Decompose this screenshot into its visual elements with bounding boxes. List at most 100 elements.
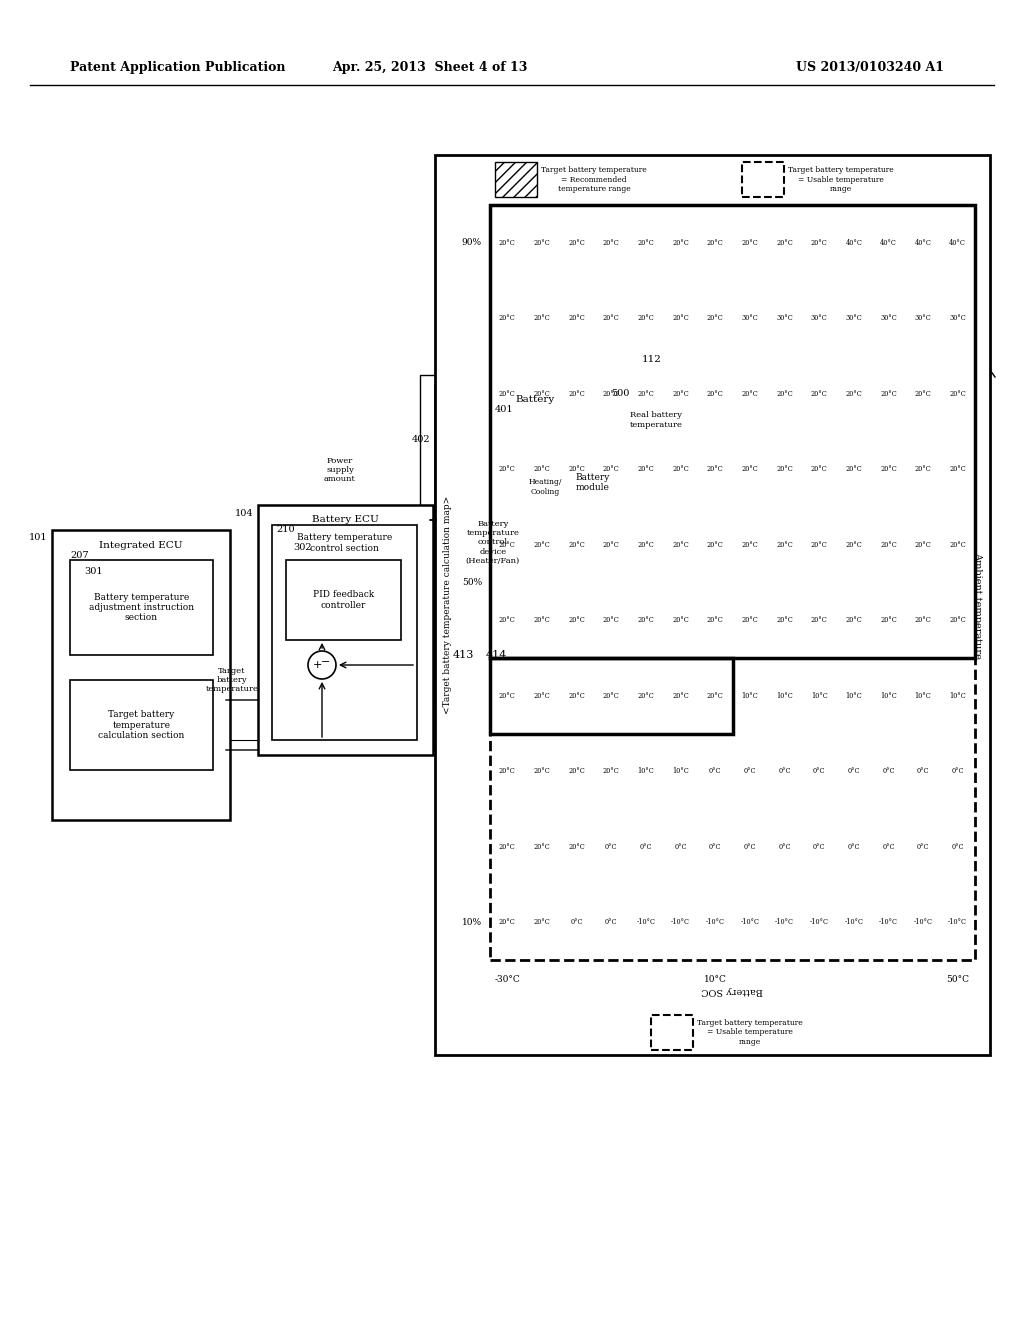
Text: 20°C: 20°C xyxy=(568,314,585,322)
Bar xyxy=(558,430,628,535)
Text: 20°C: 20°C xyxy=(568,541,585,549)
Text: 20°C: 20°C xyxy=(603,541,620,549)
Bar xyxy=(651,1015,693,1049)
Text: 20°C: 20°C xyxy=(534,239,550,247)
Text: 20°C: 20°C xyxy=(638,314,654,322)
Text: 20°C: 20°C xyxy=(499,541,516,549)
Bar xyxy=(70,560,213,655)
Text: 20°C: 20°C xyxy=(776,389,793,397)
Text: 20°C: 20°C xyxy=(603,314,620,322)
Bar xyxy=(837,657,871,734)
Bar xyxy=(837,356,871,432)
Bar xyxy=(594,356,629,432)
Bar xyxy=(871,657,905,734)
Bar xyxy=(664,734,698,809)
Bar xyxy=(802,356,837,432)
Bar xyxy=(767,657,802,734)
Bar xyxy=(559,356,594,432)
Text: 30°C: 30°C xyxy=(914,314,932,322)
Text: 413: 413 xyxy=(453,649,474,660)
Text: 10°C: 10°C xyxy=(741,692,758,700)
Text: 30°C: 30°C xyxy=(811,314,827,322)
Text: Battery: Battery xyxy=(515,395,555,404)
Text: 20°C: 20°C xyxy=(568,767,585,775)
Text: -10°C: -10°C xyxy=(636,919,655,927)
Bar xyxy=(559,507,594,582)
Text: 20°C: 20°C xyxy=(811,389,827,397)
Bar xyxy=(871,432,905,507)
Text: Battery temperature
adjustment instruction
section: Battery temperature adjustment instructi… xyxy=(89,593,195,623)
Bar xyxy=(802,507,837,582)
Text: 90%: 90% xyxy=(462,238,482,247)
Text: 20°C: 20°C xyxy=(603,239,620,247)
Bar xyxy=(940,734,975,809)
Bar xyxy=(559,884,594,960)
Bar xyxy=(767,507,802,582)
Text: Patent Application Publication: Patent Application Publication xyxy=(70,62,286,74)
Text: 20°C: 20°C xyxy=(741,239,758,247)
Text: Battery ECU: Battery ECU xyxy=(312,515,379,524)
Text: 10°C: 10°C xyxy=(811,692,827,700)
Bar xyxy=(871,205,905,281)
Bar xyxy=(767,356,802,432)
Bar xyxy=(732,657,767,734)
Text: 20°C: 20°C xyxy=(707,389,724,397)
Text: Real battery
temperature: Real battery temperature xyxy=(630,412,683,429)
Text: 20°C: 20°C xyxy=(707,314,724,322)
Bar xyxy=(629,884,664,960)
Text: 0°C: 0°C xyxy=(709,842,722,851)
Text: 414: 414 xyxy=(486,649,507,660)
Bar xyxy=(490,657,524,734)
Text: 20°C: 20°C xyxy=(603,692,620,700)
Bar xyxy=(490,657,975,960)
Text: -10°C: -10°C xyxy=(844,919,863,927)
Text: 20°C: 20°C xyxy=(672,465,689,474)
Text: Battery SOC: Battery SOC xyxy=(701,986,764,994)
Bar xyxy=(524,356,559,432)
Bar xyxy=(732,734,767,809)
Text: 20°C: 20°C xyxy=(741,541,758,549)
Text: 20°C: 20°C xyxy=(499,767,516,775)
Text: 402: 402 xyxy=(412,436,430,445)
Text: 0°C: 0°C xyxy=(882,767,895,775)
Text: -30°C: -30°C xyxy=(495,975,520,983)
Bar xyxy=(871,734,905,809)
Text: 50%: 50% xyxy=(462,578,482,587)
Text: Apr. 25, 2013  Sheet 4 of 13: Apr. 25, 2013 Sheet 4 of 13 xyxy=(333,62,527,74)
Text: Target battery temperature
= Recommended
temperature range: Target battery temperature = Recommended… xyxy=(541,166,647,193)
Text: 20°C: 20°C xyxy=(707,616,724,624)
Bar xyxy=(524,884,559,960)
Bar xyxy=(802,657,837,734)
Bar xyxy=(629,281,664,356)
Text: 20°C: 20°C xyxy=(499,389,516,397)
Text: 20°C: 20°C xyxy=(846,616,862,624)
Bar xyxy=(905,281,940,356)
Bar xyxy=(664,205,698,281)
Bar xyxy=(732,356,767,432)
Text: 20°C: 20°C xyxy=(534,616,550,624)
Bar xyxy=(698,432,732,507)
Bar xyxy=(594,205,629,281)
Bar xyxy=(490,734,524,809)
Bar xyxy=(767,884,802,960)
Text: -10°C: -10°C xyxy=(913,919,933,927)
Text: 20°C: 20°C xyxy=(603,389,620,397)
Bar xyxy=(594,884,629,960)
Bar xyxy=(594,734,629,809)
Text: FIG. 4: FIG. 4 xyxy=(84,671,145,689)
Bar xyxy=(767,205,802,281)
Text: 20°C: 20°C xyxy=(534,767,550,775)
Text: −: − xyxy=(322,657,331,667)
Text: -10°C: -10°C xyxy=(740,919,760,927)
Bar xyxy=(871,582,905,657)
Text: 20°C: 20°C xyxy=(707,692,724,700)
Text: 20°C: 20°C xyxy=(638,389,654,397)
Text: 20°C: 20°C xyxy=(603,767,620,775)
Bar xyxy=(559,281,594,356)
Bar xyxy=(490,205,975,657)
Bar xyxy=(524,734,559,809)
Text: 20°C: 20°C xyxy=(499,919,516,927)
Text: Battery
temperature
control
device
(Heater/Fan): Battery temperature control device (Heat… xyxy=(466,520,520,565)
Bar xyxy=(286,560,401,640)
Text: 0°C: 0°C xyxy=(570,919,583,927)
